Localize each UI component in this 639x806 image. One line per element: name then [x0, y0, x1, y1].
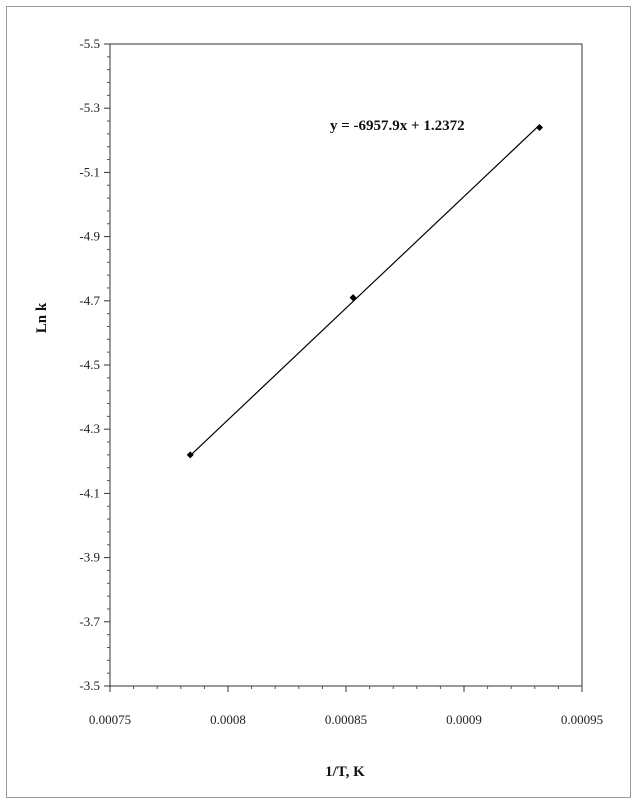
x-tick-label: 0.00075	[89, 712, 131, 727]
y-tick-label: -4.7	[79, 293, 100, 308]
x-axis-title: 1/T, K	[325, 764, 365, 780]
data-point	[536, 123, 544, 131]
data-points	[186, 123, 544, 459]
x-tick-label: 0.00095	[561, 712, 603, 727]
y-tick-label: -4.9	[79, 229, 100, 244]
y-tick-label: -5.1	[79, 164, 100, 179]
data-point	[349, 294, 357, 302]
trendline	[189, 124, 540, 457]
x-tick-label: 0.0009	[446, 712, 482, 727]
y-axis-tick-labels: -5.5 -5.3 -5.1 -4.9 -4.7 -4.5 -4.3 -4.1 -3.9 -3.7…	[79, 36, 100, 693]
y-tick-label: -5.5	[79, 36, 100, 51]
x-tick-label: 0.00085	[325, 712, 367, 727]
y-tick-label: -3.5	[79, 678, 100, 693]
y-tick-label: -4.3	[79, 421, 100, 436]
y-tick-label: -4.5	[79, 357, 100, 372]
plot-area	[109, 43, 583, 687]
y-axis-title: Ln k	[34, 302, 50, 333]
y-tick-label: -3.9	[79, 550, 100, 565]
y-axis-ticks	[104, 43, 110, 687]
y-tick-label: -4.1	[79, 485, 100, 500]
y-tick-label: -5.3	[79, 100, 100, 115]
x-axis-ticks	[109, 686, 583, 692]
trendline-equation: y = -6957.9x + 1.2372	[330, 118, 465, 134]
data-point	[186, 451, 194, 459]
chart-frame	[6, 6, 631, 798]
y-tick-label: -3.7	[79, 614, 100, 629]
x-axis-tick-labels: 0.00075 0.0008 0.00085 0.0009 0.00095	[89, 712, 603, 727]
x-tick-label: 0.0008	[210, 712, 246, 727]
